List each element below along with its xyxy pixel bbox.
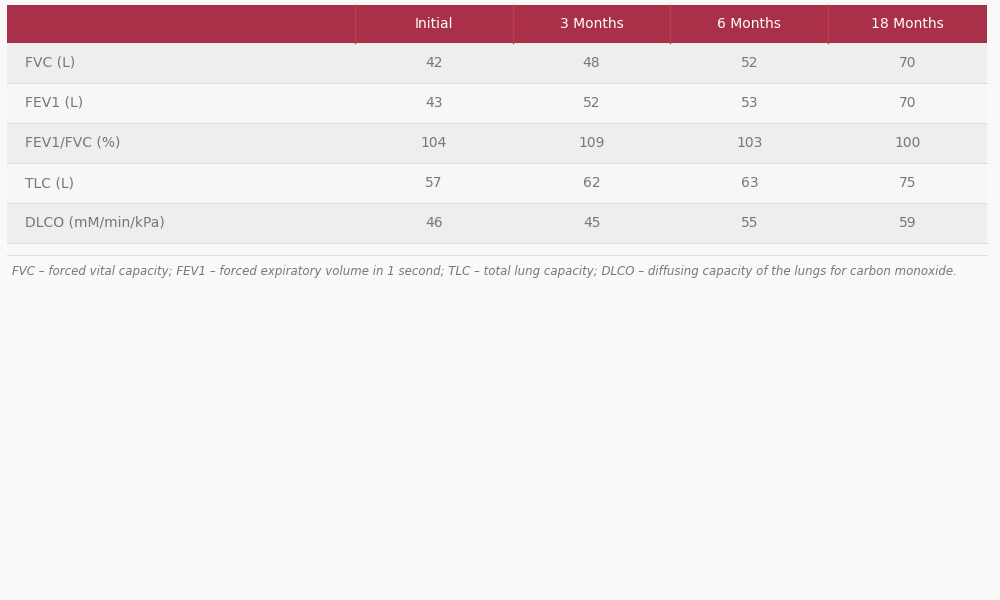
Text: 18 Months: 18 Months — [871, 17, 944, 31]
Text: 62: 62 — [583, 176, 600, 190]
Text: 6 Months: 6 Months — [717, 17, 781, 31]
Text: TLC (L): TLC (L) — [25, 176, 74, 190]
Text: 3 Months: 3 Months — [560, 17, 623, 31]
Text: DLCO (mM/min/kPa): DLCO (mM/min/kPa) — [25, 216, 165, 230]
Text: 75: 75 — [899, 176, 916, 190]
Text: 63: 63 — [741, 176, 758, 190]
Text: FEV1 (L): FEV1 (L) — [25, 96, 83, 110]
Text: FVC (L): FVC (L) — [25, 56, 75, 70]
Text: 43: 43 — [425, 96, 443, 110]
Text: 52: 52 — [583, 96, 600, 110]
Text: 48: 48 — [583, 56, 600, 70]
Text: 45: 45 — [583, 216, 600, 230]
Text: 55: 55 — [741, 216, 758, 230]
Text: 59: 59 — [899, 216, 916, 230]
Text: 100: 100 — [894, 136, 921, 150]
Text: 104: 104 — [421, 136, 447, 150]
Bar — [7, 43, 987, 83]
Text: FVC – forced vital capacity; FEV1 – forced expiratory volume in 1 second; TLC – : FVC – forced vital capacity; FEV1 – forc… — [12, 265, 957, 278]
Text: 103: 103 — [736, 136, 763, 150]
Text: FEV1/FVC (%): FEV1/FVC (%) — [25, 136, 120, 150]
Text: 53: 53 — [741, 96, 758, 110]
Bar — [7, 5, 987, 43]
Text: 42: 42 — [425, 56, 443, 70]
Bar — [7, 203, 987, 243]
Bar — [7, 163, 987, 203]
Text: 46: 46 — [425, 216, 443, 230]
Bar — [7, 123, 987, 163]
Text: 70: 70 — [899, 56, 916, 70]
Text: 70: 70 — [899, 96, 916, 110]
Text: Initial: Initial — [415, 17, 453, 31]
Text: 109: 109 — [578, 136, 605, 150]
Text: 57: 57 — [425, 176, 443, 190]
Text: 52: 52 — [741, 56, 758, 70]
Bar — [7, 83, 987, 123]
